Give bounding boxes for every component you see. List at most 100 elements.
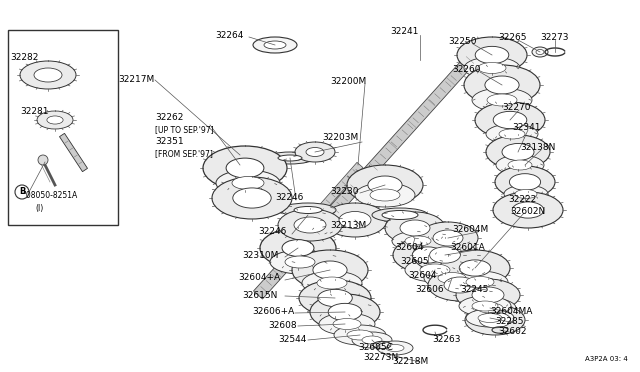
Ellipse shape <box>313 261 347 279</box>
Text: 32544: 32544 <box>278 336 307 344</box>
Ellipse shape <box>270 250 330 274</box>
Text: 32341: 32341 <box>512 124 541 132</box>
Text: 32604: 32604 <box>395 244 424 253</box>
Circle shape <box>38 155 48 165</box>
Ellipse shape <box>502 144 534 160</box>
Ellipse shape <box>499 129 525 139</box>
Ellipse shape <box>475 102 545 138</box>
Ellipse shape <box>464 65 540 105</box>
Ellipse shape <box>370 189 400 201</box>
Ellipse shape <box>433 230 463 246</box>
Text: 32602N: 32602N <box>510 208 545 217</box>
Ellipse shape <box>459 296 511 316</box>
Ellipse shape <box>532 47 548 57</box>
Ellipse shape <box>20 61 76 89</box>
Text: 32285: 32285 <box>495 317 524 327</box>
Text: 32241: 32241 <box>390 28 419 36</box>
Text: 32260: 32260 <box>452 65 481 74</box>
Polygon shape <box>253 56 474 299</box>
Ellipse shape <box>487 94 517 106</box>
Ellipse shape <box>37 111 73 129</box>
Text: [FROM SEP.'97]: [FROM SEP.'97] <box>155 150 213 158</box>
Ellipse shape <box>253 37 297 53</box>
Polygon shape <box>282 162 363 253</box>
Text: 32606+A: 32606+A <box>252 308 294 317</box>
Ellipse shape <box>460 260 491 276</box>
Ellipse shape <box>536 49 544 55</box>
Text: [UP TO SEP.'97]: [UP TO SEP.'97] <box>155 125 214 135</box>
Ellipse shape <box>319 313 375 335</box>
Text: °08050-8251A: °08050-8251A <box>22 192 77 201</box>
Text: 32264: 32264 <box>215 31 243 39</box>
Ellipse shape <box>405 236 431 246</box>
Text: 32604+A: 32604+A <box>238 273 280 282</box>
Ellipse shape <box>438 273 466 283</box>
Ellipse shape <box>464 57 520 79</box>
Ellipse shape <box>477 303 503 313</box>
Circle shape <box>15 185 29 199</box>
Ellipse shape <box>440 250 510 286</box>
Text: 32273N: 32273N <box>363 353 398 362</box>
Text: 32281: 32281 <box>20 108 49 116</box>
Ellipse shape <box>278 209 342 241</box>
Text: 32602: 32602 <box>498 327 527 337</box>
Text: 32605: 32605 <box>400 257 429 266</box>
Ellipse shape <box>306 148 324 157</box>
Ellipse shape <box>382 211 418 219</box>
Text: A3P2A 03: 4: A3P2A 03: 4 <box>585 356 628 362</box>
Ellipse shape <box>393 237 463 273</box>
Ellipse shape <box>392 231 444 251</box>
Text: 32203M: 32203M <box>322 134 358 142</box>
Text: 32270: 32270 <box>502 103 531 112</box>
Ellipse shape <box>294 217 326 233</box>
Text: 32250: 32250 <box>448 38 477 46</box>
Ellipse shape <box>418 222 478 254</box>
Text: (I): (I) <box>35 203 44 212</box>
Ellipse shape <box>486 124 538 144</box>
Ellipse shape <box>464 298 516 318</box>
Ellipse shape <box>302 271 362 295</box>
Ellipse shape <box>368 176 402 194</box>
Ellipse shape <box>372 208 428 222</box>
Ellipse shape <box>285 256 315 268</box>
Text: 32605C: 32605C <box>358 343 393 353</box>
Ellipse shape <box>456 279 520 311</box>
Ellipse shape <box>278 155 302 161</box>
Ellipse shape <box>347 330 373 340</box>
Ellipse shape <box>328 303 362 321</box>
Ellipse shape <box>495 166 555 198</box>
Ellipse shape <box>428 269 492 301</box>
Text: 32310M: 32310M <box>242 250 278 260</box>
Ellipse shape <box>385 212 445 244</box>
Ellipse shape <box>203 146 287 190</box>
Ellipse shape <box>420 264 450 276</box>
Text: 32606: 32606 <box>415 285 444 295</box>
Ellipse shape <box>377 341 413 355</box>
Text: 32245: 32245 <box>460 285 488 295</box>
Ellipse shape <box>485 76 519 94</box>
Ellipse shape <box>472 287 504 303</box>
Ellipse shape <box>310 294 380 330</box>
Ellipse shape <box>333 318 361 330</box>
Text: B: B <box>19 187 25 196</box>
Text: 32265: 32265 <box>498 33 527 42</box>
Text: 32246: 32246 <box>258 228 286 237</box>
Ellipse shape <box>386 344 404 352</box>
Ellipse shape <box>509 174 541 190</box>
Ellipse shape <box>478 314 502 323</box>
Ellipse shape <box>405 258 465 282</box>
Ellipse shape <box>466 309 514 327</box>
Text: 32200M: 32200M <box>330 77 366 87</box>
Ellipse shape <box>452 271 508 293</box>
Text: 32263: 32263 <box>432 336 461 344</box>
Ellipse shape <box>479 312 511 328</box>
Text: 32282: 32282 <box>10 54 38 62</box>
Ellipse shape <box>299 280 371 316</box>
Ellipse shape <box>232 176 264 189</box>
Ellipse shape <box>264 41 286 49</box>
Ellipse shape <box>475 46 509 64</box>
Ellipse shape <box>493 111 527 129</box>
Ellipse shape <box>457 37 527 73</box>
Ellipse shape <box>478 62 506 74</box>
Text: 32262: 32262 <box>155 113 184 122</box>
